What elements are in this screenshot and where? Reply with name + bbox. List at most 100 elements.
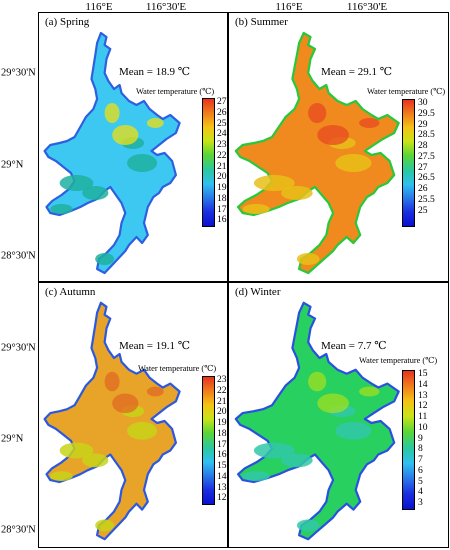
panel-winter: (d) Winter Mean = 7.7 ℃ Water temperatur… — [228, 282, 449, 548]
colorbar-tick-label: 7 — [418, 454, 423, 465]
lake-warm-zone — [308, 371, 327, 392]
lat-label-2930n-bottom: 29°30'N — [1, 342, 36, 354]
colorbar-tick-label: 9 — [418, 432, 423, 444]
colorbar-tick-label: 3 — [418, 497, 423, 508]
colorbar-tick-label: 17 — [217, 203, 227, 215]
lake-shallow-zone — [242, 471, 270, 481]
colorbar-ticks: 23 22 21 20 19 18 17 16 15 14 13 12 — [217, 374, 227, 504]
colorbar-tick-label: 26.5 — [418, 172, 435, 184]
colorbar-tick-label: 23 — [217, 374, 227, 385]
lake-shallow-zone — [59, 175, 94, 191]
panel-title: (d) Winter — [235, 286, 281, 298]
colorbar-tick-label: 27.5 — [418, 150, 435, 162]
colorbar-tick-label: 25 — [217, 117, 227, 129]
colorbar-tick-label: 20 — [217, 406, 227, 418]
colorbar-title: Water temperature (℃) — [367, 87, 446, 96]
colorbar-tick-label: 25 — [418, 204, 428, 216]
lake-shallow-zone — [296, 519, 320, 532]
lake-warm-zone — [112, 125, 139, 145]
colorbar-tick-label: 22 — [217, 384, 227, 396]
lake-map-spring — [43, 31, 181, 275]
colorbar — [202, 98, 215, 227]
colorbar-tick-label: 26 — [217, 106, 227, 118]
lake-warm-zone — [104, 103, 120, 123]
lake-warm-zone — [317, 393, 349, 414]
colorbar-ticks: 30 29.5 29 28.5 28 27.5 27 26.5 26 25.5 25 — [418, 97, 435, 216]
lake-shallow-zone — [253, 442, 295, 459]
lake-shallow-zone — [253, 175, 295, 191]
colorbar-tick-label: 8 — [418, 443, 423, 455]
lake-warm-zone — [104, 371, 120, 392]
colorbar-tick-label: 15 — [217, 460, 227, 471]
colorbar-title: Water temperature (℃) — [136, 87, 215, 96]
colorbar-tick-label: 19 — [217, 182, 227, 193]
lake-shallow-zone — [127, 154, 158, 172]
colorbar-tick-label: 26 — [418, 183, 428, 194]
colorbar-tick-label: 29.5 — [418, 107, 435, 119]
mean-temperature: Mean = 7.7 ℃ — [321, 340, 387, 352]
colorbar-ticks: 15 14 13 12 11 10 9 8 7 6 5 4 3 — [418, 368, 428, 509]
panel-title: (b) Summer — [235, 16, 288, 28]
colorbar — [402, 370, 415, 510]
colorbar-tick-label: 17 — [217, 438, 227, 450]
colorbar-tick-label: 30 — [418, 97, 428, 108]
lake-shallow-zone — [335, 154, 372, 172]
colorbar-tick-label: 12 — [217, 492, 227, 504]
lake-warm-zone — [359, 118, 380, 128]
lake-surface — [234, 31, 400, 275]
panel-spring: (a) Spring Mean = 18.9 ℃ Water temperatu… — [38, 12, 228, 282]
lake-shallow-zone — [59, 442, 94, 459]
lake-map-summer — [234, 31, 400, 275]
colorbar-tick-label: 29 — [418, 118, 428, 130]
colorbar-tick-label: 6 — [418, 464, 423, 476]
colorbar-tick-label: 5 — [418, 475, 423, 487]
lon-label-11630e-right: 116°30'E — [346, 1, 388, 13]
lat-label-2930n-top: 29°30'N — [1, 67, 36, 79]
colorbar-tick-label: 11 — [418, 411, 428, 422]
colorbar-tick-label: 16 — [217, 214, 227, 226]
panel-title: (c) Autumn — [45, 286, 96, 298]
lake-shallow-zone — [50, 204, 73, 214]
colorbar-tick-label: 20 — [217, 171, 227, 183]
colorbar-tick-label: 12 — [418, 400, 428, 412]
lake-shallow-zone — [82, 186, 109, 200]
lake-warm-zone — [146, 118, 164, 128]
colorbar-title: Water temperature (℃) — [359, 356, 438, 365]
panel-summer: (b) Summer Mean = 29.1 ℃ Water temperatu… — [228, 12, 449, 282]
lake-shallow-zone — [335, 421, 372, 440]
panel-autumn: (c) Autumn Mean = 19.1 ℃ Water temperatu… — [38, 282, 228, 548]
panel-title: (a) Spring — [45, 16, 90, 28]
colorbar-tick-label: 21 — [217, 395, 227, 407]
lake-shallow-zone — [242, 204, 270, 214]
colorbar — [402, 99, 415, 227]
lake-shallow-zone — [50, 471, 73, 481]
colorbar-tick-label: 23 — [217, 139, 227, 150]
colorbar-tick-label: 28.5 — [418, 129, 435, 141]
colorbar-tick-label: 25.5 — [418, 193, 435, 205]
colorbar-tick-label: 13 — [418, 389, 428, 401]
lake-warm-zone — [112, 393, 139, 414]
lake-warm-zone — [308, 103, 327, 123]
colorbar-tick-label: 13 — [217, 481, 227, 493]
mean-temperature: Mean = 19.1 ℃ — [119, 340, 191, 352]
colorbar-tick-label: 22 — [217, 149, 227, 161]
lake-shallow-zone — [281, 453, 313, 468]
lake-shallow-zone — [296, 253, 320, 265]
colorbar-tick-label: 24 — [217, 128, 227, 140]
colorbar-tick-label: 19 — [217, 417, 227, 428]
lake-surface — [43, 31, 181, 275]
mean-temperature: Mean = 29.1 ℃ — [321, 66, 393, 78]
lake-warm-zone — [359, 386, 380, 397]
colorbar-tick-label: 27 — [217, 96, 227, 107]
lon-label-116e-left: 116°E — [85, 1, 113, 13]
colorbar-tick-label: 15 — [418, 368, 428, 379]
lake-shallow-zone — [95, 253, 114, 265]
lat-label-2830n-bottom: 28°30'N — [1, 524, 36, 536]
colorbar-tick-label: 16 — [217, 449, 227, 461]
lat-label-29n-top: 29°N — [1, 159, 24, 171]
colorbar-ticks: 27 26 25 24 23 22 21 20 19 18 17 16 — [217, 96, 227, 226]
lake-surface — [43, 301, 181, 541]
lat-label-2830n-top: 28°30'N — [1, 250, 36, 262]
mean-temperature: Mean = 18.9 ℃ — [119, 66, 191, 78]
colorbar — [202, 376, 215, 505]
